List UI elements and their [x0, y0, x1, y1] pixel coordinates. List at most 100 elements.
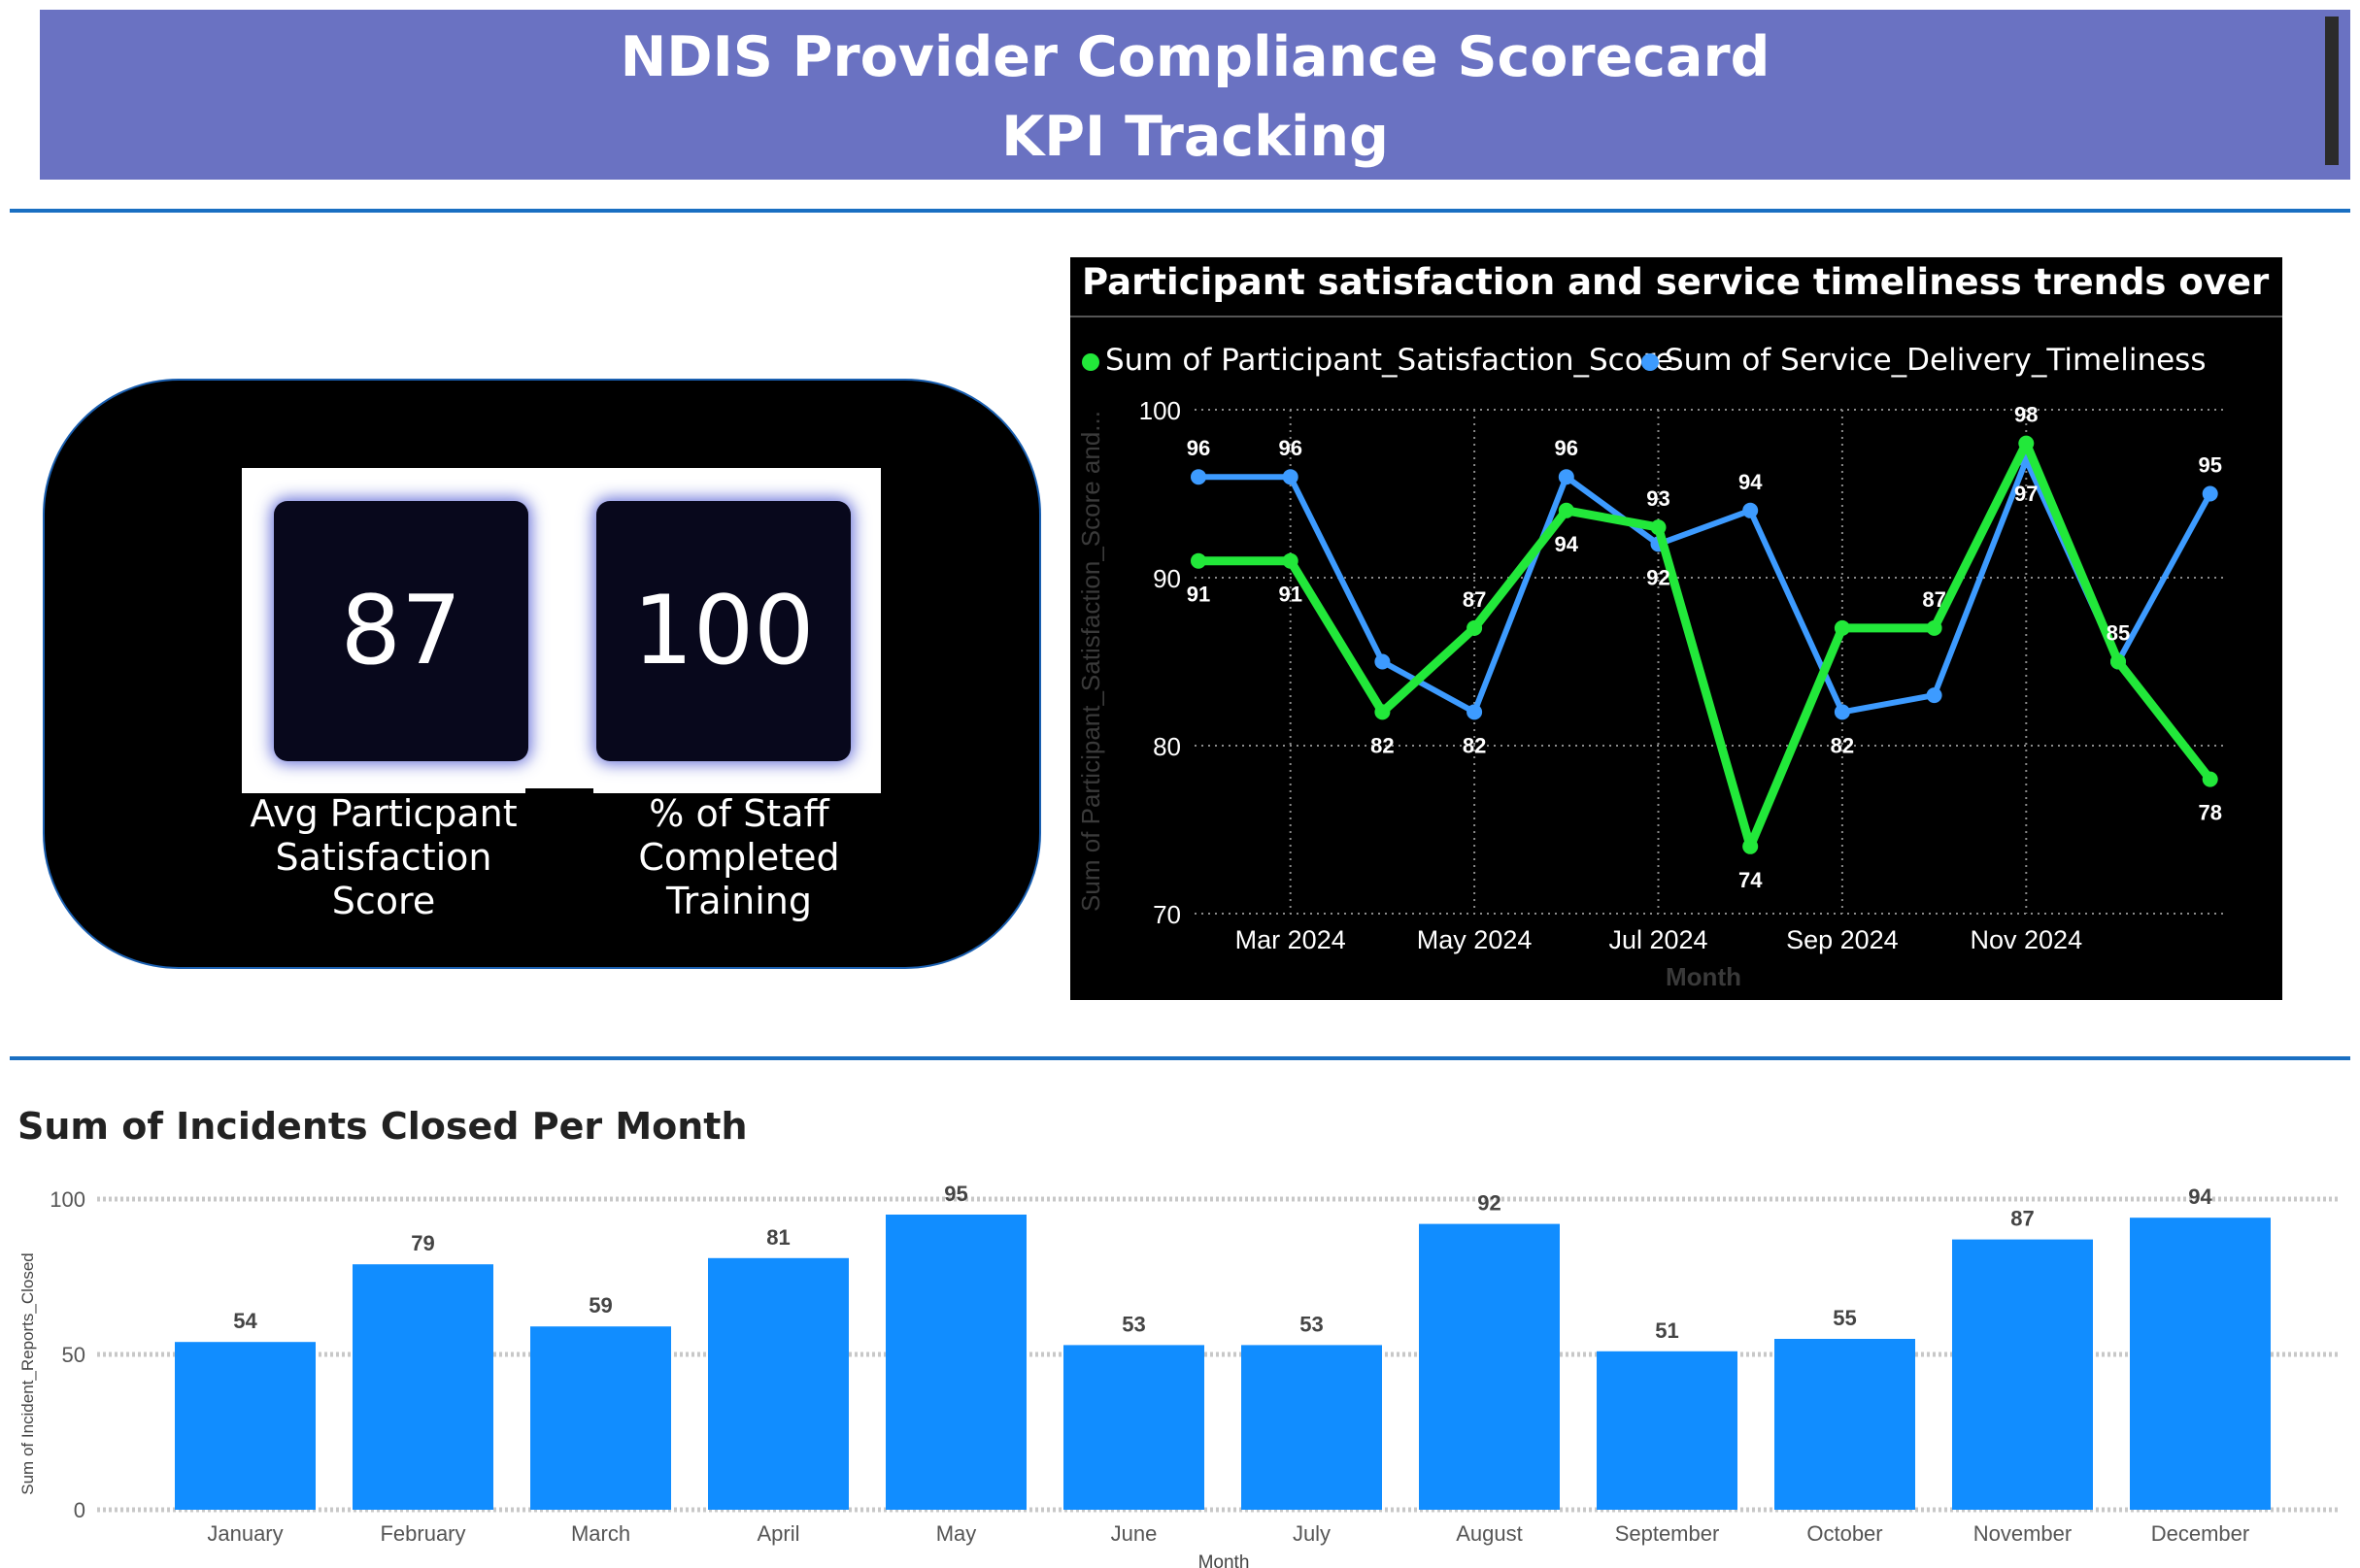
data-point	[1650, 519, 1667, 536]
data-point	[2110, 653, 2126, 670]
data-point	[1834, 619, 1850, 636]
kpi-card-satisfaction[interactable]: 87	[274, 501, 528, 761]
x-tick-label: October	[1806, 1521, 1882, 1546]
data-label: 96	[1187, 436, 1210, 460]
data-point	[1374, 704, 1391, 720]
kpi-label-line: Training	[666, 880, 812, 922]
legend-label: Sum of Participant_Satisfaction_Score	[1105, 343, 1673, 378]
bar	[1241, 1345, 1382, 1510]
data-point	[1191, 552, 1206, 569]
data-label: 93	[1646, 486, 1669, 511]
data-point	[1467, 619, 1483, 636]
bar	[1952, 1239, 2093, 1510]
x-axis-title: Month	[1198, 1552, 1250, 1568]
kpi-label-line: Score	[331, 880, 436, 922]
data-point	[1742, 502, 1759, 518]
data-label: 87	[1922, 587, 1945, 612]
report-subtitle: KPI Tracking	[1001, 105, 1389, 169]
data-label: 87	[1463, 587, 1486, 612]
data-label: 96	[1278, 436, 1301, 460]
data-label: 74	[1738, 868, 1763, 892]
x-tick-label: January	[207, 1521, 283, 1546]
y-tick-label: 100	[50, 1187, 85, 1212]
data-label: 85	[2107, 621, 2130, 646]
series-line	[1198, 439, 2214, 851]
y-tick-label: 50	[62, 1343, 85, 1367]
y-tick-label: 70	[1153, 900, 1181, 929]
data-label: 82	[1463, 733, 1486, 757]
x-tick-label: June	[1111, 1521, 1158, 1546]
line-chart-title: Participant satisfaction and service tim…	[1082, 261, 2360, 303]
series-line	[1198, 456, 2213, 716]
data-point	[1926, 619, 1942, 636]
kpi-label-line: Avg Particpant	[250, 792, 518, 835]
header-banner: NDIS Provider Compliance Scorecard KPI T…	[40, 10, 2350, 180]
kpi-label-training: % of Staff Completed Training	[579, 792, 899, 923]
data-point	[2202, 771, 2218, 787]
data-point	[1282, 469, 1298, 485]
bar	[708, 1257, 849, 1510]
data-point	[1374, 653, 1391, 670]
kpi-value-training: 100	[632, 576, 815, 686]
y-axis-title: Sum of Participant_Satisfaction_Score an…	[1076, 411, 1105, 912]
data-label: 81	[766, 1225, 790, 1250]
legend-item-timeliness[interactable]: Sum of Service_Delivery_Timeliness	[1641, 343, 2206, 378]
data-label: 97	[2014, 482, 2038, 506]
data-point	[2018, 435, 2035, 451]
data-label: 55	[1833, 1306, 1856, 1330]
line-chart-title-separator	[1070, 316, 2282, 317]
data-label: 91	[1278, 583, 1301, 607]
x-tick-label: Sep 2024	[1786, 925, 1899, 954]
kpi-value-satisfaction: 87	[340, 576, 462, 686]
data-label: 53	[1122, 1312, 1145, 1336]
data-point	[1834, 704, 1850, 720]
bar	[353, 1264, 493, 1510]
bar	[175, 1342, 316, 1510]
data-label: 92	[1477, 1191, 1500, 1216]
data-label: 53	[1299, 1312, 1323, 1336]
x-axis-title: Month	[1666, 962, 1741, 991]
legend-dot-green	[1082, 352, 1099, 371]
bar	[886, 1215, 1027, 1510]
data-label: 91	[1187, 583, 1210, 607]
divider-top	[10, 209, 2350, 213]
data-label: 95	[2198, 453, 2221, 478]
divider-middle	[10, 1056, 2350, 1060]
bar	[1419, 1223, 1560, 1510]
x-tick-label: May	[936, 1521, 977, 1546]
kpi-label-line: Satisfaction	[275, 836, 492, 879]
x-tick-label: September	[1615, 1521, 1720, 1546]
x-tick-label: August	[1456, 1521, 1523, 1546]
legend-dot-blue	[1641, 352, 1659, 371]
bar	[2130, 1218, 2271, 1510]
y-tick-label: 100	[1139, 396, 1181, 425]
kpi-label-line: Completed	[638, 836, 840, 879]
x-tick-label: July	[1293, 1521, 1331, 1546]
kpi-panel: 87 100 Avg Particpant Satisfaction Score…	[43, 379, 1041, 969]
report-title: NDIS Provider Compliance Scorecard	[620, 25, 1770, 89]
legend-item-satisfaction[interactable]: Sum of Participant_Satisfaction_Score	[1082, 343, 1673, 378]
bar-chart-title: Sum of Incidents Closed Per Month	[17, 1105, 748, 1148]
data-label: 92	[1646, 565, 1669, 589]
data-label: 79	[411, 1231, 434, 1255]
bar	[1774, 1339, 1915, 1510]
bar	[530, 1326, 671, 1510]
x-tick-label: May 2024	[1417, 925, 1533, 954]
data-label: 87	[2010, 1207, 2034, 1231]
data-point	[1467, 704, 1483, 720]
kpi-gap	[525, 788, 593, 802]
scrollbar[interactable]	[2325, 17, 2339, 165]
line-chart-panel: Participant satisfaction and service tim…	[1070, 257, 2360, 1000]
x-tick-label: Jul 2024	[1608, 925, 1707, 954]
data-label: 95	[944, 1182, 967, 1206]
data-label: 82	[1831, 733, 1854, 757]
data-label: 96	[1555, 436, 1578, 460]
data-label: 94	[1555, 532, 1579, 556]
kpi-card-training[interactable]: 100	[596, 501, 851, 761]
data-point	[1742, 838, 1759, 854]
line-chart: 70 80 90 100 Mar 2024 May 2024 Jul 2024 Sep 202…	[1076, 396, 2226, 991]
data-point	[1926, 687, 1942, 704]
x-tick-label: March	[571, 1521, 630, 1546]
bar-chart: 0 50 100 54 January 79 February 59 March 81 April 9…	[18, 1182, 2341, 1568]
data-point	[1558, 469, 1574, 485]
